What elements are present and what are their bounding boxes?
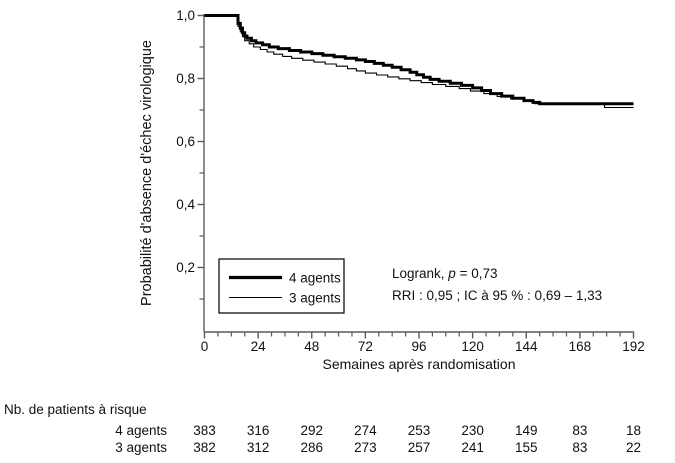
risk-row-label: 3 agents xyxy=(115,440,167,455)
risk-count: 155 xyxy=(515,440,538,455)
y-tick-label: 0,4 xyxy=(176,197,195,212)
risk-count: 382 xyxy=(193,440,216,455)
risk-table-title: Nb. de patients à risque xyxy=(4,402,147,417)
x-tick-label: 168 xyxy=(569,339,592,354)
x-tick-label: 48 xyxy=(304,339,319,354)
plot-axes: 0 24 48 72 96 120 144 168 192 1,0 0,8 0,6 0,4 0,2 xyxy=(176,8,645,354)
risk-count: 18 xyxy=(626,423,641,438)
legend-box xyxy=(218,258,345,314)
risk-count: 83 xyxy=(572,440,587,455)
risk-count: 383 xyxy=(193,423,216,438)
risk-count: 274 xyxy=(354,423,377,438)
risk-count: 253 xyxy=(408,423,431,438)
logrank-p-symbol: p xyxy=(447,266,456,281)
x-tick-label: 96 xyxy=(411,339,426,354)
x-tick-label: 120 xyxy=(461,339,484,354)
risk-count: 292 xyxy=(300,423,323,438)
y-tick-label: 1,0 xyxy=(176,8,195,23)
risk-count: 83 xyxy=(572,423,587,438)
logrank-prefix: Logrank, xyxy=(392,266,448,281)
km-curve-4-agents xyxy=(204,14,634,106)
y-tick-label: 0,2 xyxy=(176,260,195,275)
x-tick-label: 72 xyxy=(358,339,373,354)
stats-annotation: Logrank, p = 0,73 RRI : 0,95 ; IC à 95 %… xyxy=(392,266,602,303)
risk-count: 241 xyxy=(461,440,484,455)
logrank-value: = 0,73 xyxy=(456,266,498,281)
risk-count: 22 xyxy=(626,440,641,455)
logrank-text: Logrank, p = 0,73 xyxy=(392,266,497,281)
x-tick-label: 24 xyxy=(251,339,267,354)
risk-table-rows: 4 agents 383 316 292 274 253 230 149 83 18 3 agent… xyxy=(115,423,641,455)
risk-row-label: 4 agents xyxy=(115,423,167,438)
risk-count: 149 xyxy=(515,423,538,438)
y-tick-label: 0,6 xyxy=(176,134,195,149)
risk-count: 230 xyxy=(461,423,484,438)
x-tick-label: 0 xyxy=(201,339,209,354)
risk-table: Nb. de patients à risque 4 agents 383 316 2… xyxy=(4,402,641,455)
legend-label-4-agents: 4 agents xyxy=(289,271,341,286)
survival-curves xyxy=(204,14,634,109)
x-tick-label: 192 xyxy=(622,339,645,354)
rri-text: RRI : 0,95 ; IC à 95 % : 0,69 – 1,33 xyxy=(392,288,602,303)
legend: 4 agents 3 agents xyxy=(218,258,345,314)
risk-count: 257 xyxy=(408,440,431,455)
risk-count: 316 xyxy=(247,423,270,438)
risk-count: 312 xyxy=(247,440,270,455)
legend-label-3-agents: 3 agents xyxy=(289,291,341,306)
x-axis-title: Semaines après randomisation xyxy=(323,356,516,372)
km-curve-3-agents xyxy=(204,14,634,109)
risk-count: 273 xyxy=(354,440,377,455)
x-tick-label: 144 xyxy=(515,339,538,354)
risk-count: 286 xyxy=(300,440,323,455)
y-tick-label: 0,8 xyxy=(176,71,195,86)
y-axis-title: Probabilité d'absence d'échec virologiqu… xyxy=(139,40,155,306)
